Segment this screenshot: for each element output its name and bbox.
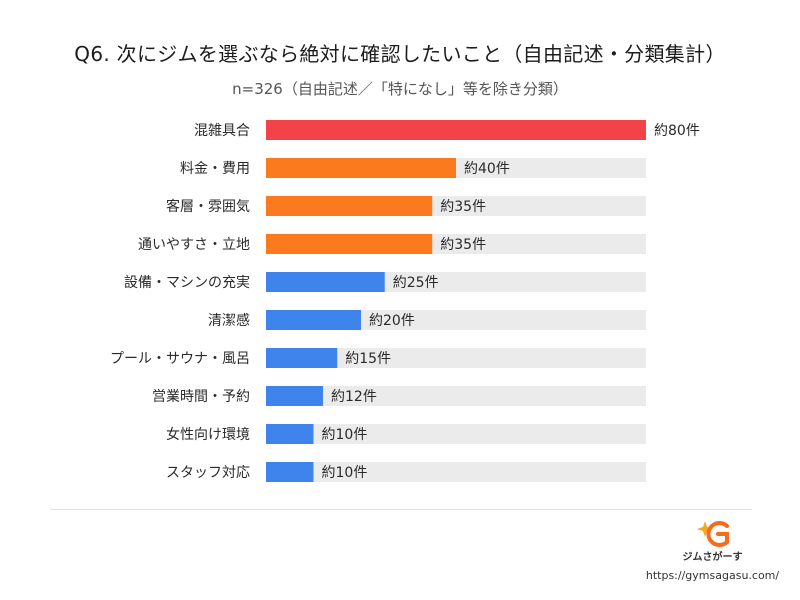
bar-row: 料金・費用 約40件	[180, 158, 646, 178]
bar-track	[266, 462, 646, 482]
bar-row: 女性向け環境 約10件	[166, 424, 646, 444]
value-label: 約12件	[331, 389, 377, 405]
bar-row: 清潔感 約20件	[208, 310, 646, 330]
category-label: 通いやすさ・立地	[138, 237, 250, 253]
bar-row: プール・サウナ・風呂 約15件	[110, 348, 646, 368]
bar-row: スタッフ対応 約10件	[166, 462, 646, 482]
value-label: 約25件	[393, 275, 439, 291]
bar	[266, 348, 338, 368]
bar-row: 客層・雰囲気 約35件	[166, 196, 646, 216]
category-label: スタッフ対応	[166, 465, 250, 481]
value-label: 約10件	[322, 465, 368, 481]
brand-name: ジムさがーす	[682, 552, 743, 563]
bar-track	[266, 348, 646, 368]
category-label: 混雑具合	[194, 123, 250, 139]
footer-divider	[50, 509, 752, 510]
chart-title: Q6. 次にジムを選ぶなら絶対に確認したいこと（自由記述・分類集計）	[74, 42, 726, 66]
value-label: 約35件	[440, 237, 486, 253]
value-label: 約35件	[440, 199, 486, 215]
category-label: 料金・費用	[180, 161, 250, 177]
value-label: 約20件	[369, 313, 415, 329]
chart-subtitle: n=326（自由記述／「特になし」等を除き分類）	[232, 80, 568, 98]
brand-block: ジムさがーす https://gymsagasu.com/	[645, 518, 780, 582]
bar	[266, 272, 385, 292]
bar-row: 営業時間・予約 約12件	[152, 386, 646, 406]
category-label: 設備・マシンの充実	[124, 275, 250, 291]
bar-row: 設備・マシンの充実 約25件	[124, 272, 646, 292]
value-label: 約40件	[464, 161, 510, 177]
category-label: プール・サウナ・風呂	[110, 351, 250, 367]
gym-logo-icon	[696, 521, 729, 547]
brand-url-link[interactable]: https://gymsagasu.com/	[645, 569, 780, 582]
category-label: 女性向け環境	[166, 426, 250, 443]
category-label: 客層・雰囲気	[166, 198, 250, 215]
bar-track	[266, 424, 646, 444]
bar	[266, 234, 433, 254]
bar	[266, 158, 456, 178]
category-label: 営業時間・予約	[152, 389, 250, 405]
value-label: 約15件	[345, 351, 391, 367]
bar-row: 通いやすさ・立地 約35件	[138, 234, 646, 254]
bar	[266, 386, 323, 406]
bar	[266, 196, 433, 216]
bar-row: 混雑具合 約80件	[194, 120, 700, 140]
category-label: 清潔感	[208, 312, 250, 329]
bar	[266, 462, 314, 482]
bar-track	[266, 386, 646, 406]
value-label: 約80件	[654, 123, 700, 139]
bar	[266, 424, 314, 444]
bar	[266, 310, 361, 330]
bar	[266, 120, 646, 140]
value-label: 約10件	[322, 427, 368, 443]
